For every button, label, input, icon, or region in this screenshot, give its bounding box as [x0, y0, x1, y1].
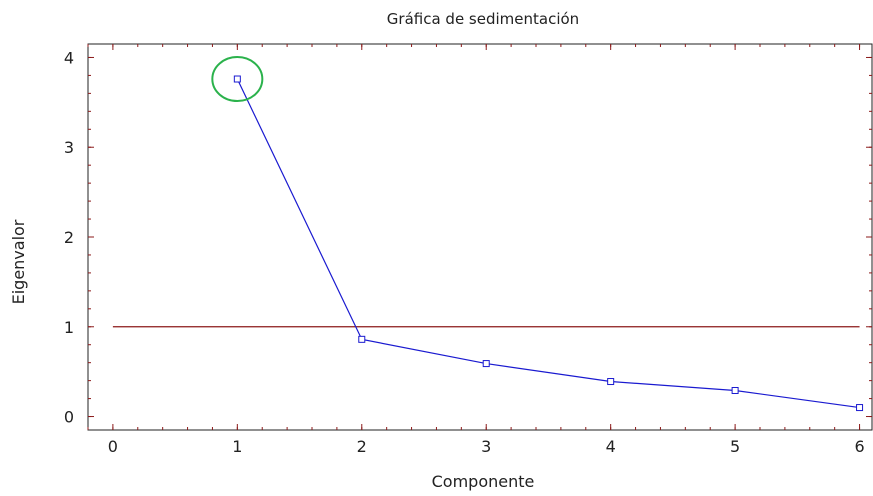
x-tick-label: 0	[108, 437, 118, 456]
highlight-ellipse	[211, 56, 264, 103]
data-point	[482, 360, 490, 368]
x-tick-label: 5	[730, 437, 740, 456]
plot-area: 0 1 2 3 4 5 6 0 1 2 3 4	[64, 43, 873, 456]
y-tick-label: 4	[64, 48, 74, 67]
y-tick-label: 2	[64, 228, 74, 247]
y-tick-label: 3	[64, 138, 74, 157]
x-tick-label: 6	[854, 437, 864, 456]
chart-title: Gráfica de sedimentación	[387, 10, 579, 28]
y-tick-label: 0	[64, 408, 74, 427]
series-line	[236, 78, 860, 409]
data-point	[607, 378, 615, 386]
y-tick-label: 1	[64, 318, 74, 337]
x-tick-label: 3	[481, 437, 491, 456]
x-tick-label: 2	[357, 437, 367, 456]
x-tick-label: 4	[606, 437, 616, 456]
data-point	[731, 387, 739, 395]
data-point	[233, 75, 241, 83]
x-tick-label: 1	[232, 437, 242, 456]
plot-frame	[87, 43, 873, 431]
x-axis-label: Componente	[432, 472, 535, 491]
data-point	[856, 404, 864, 412]
y-axis-label: Eigenvalor	[9, 219, 28, 304]
data-point	[358, 335, 366, 343]
